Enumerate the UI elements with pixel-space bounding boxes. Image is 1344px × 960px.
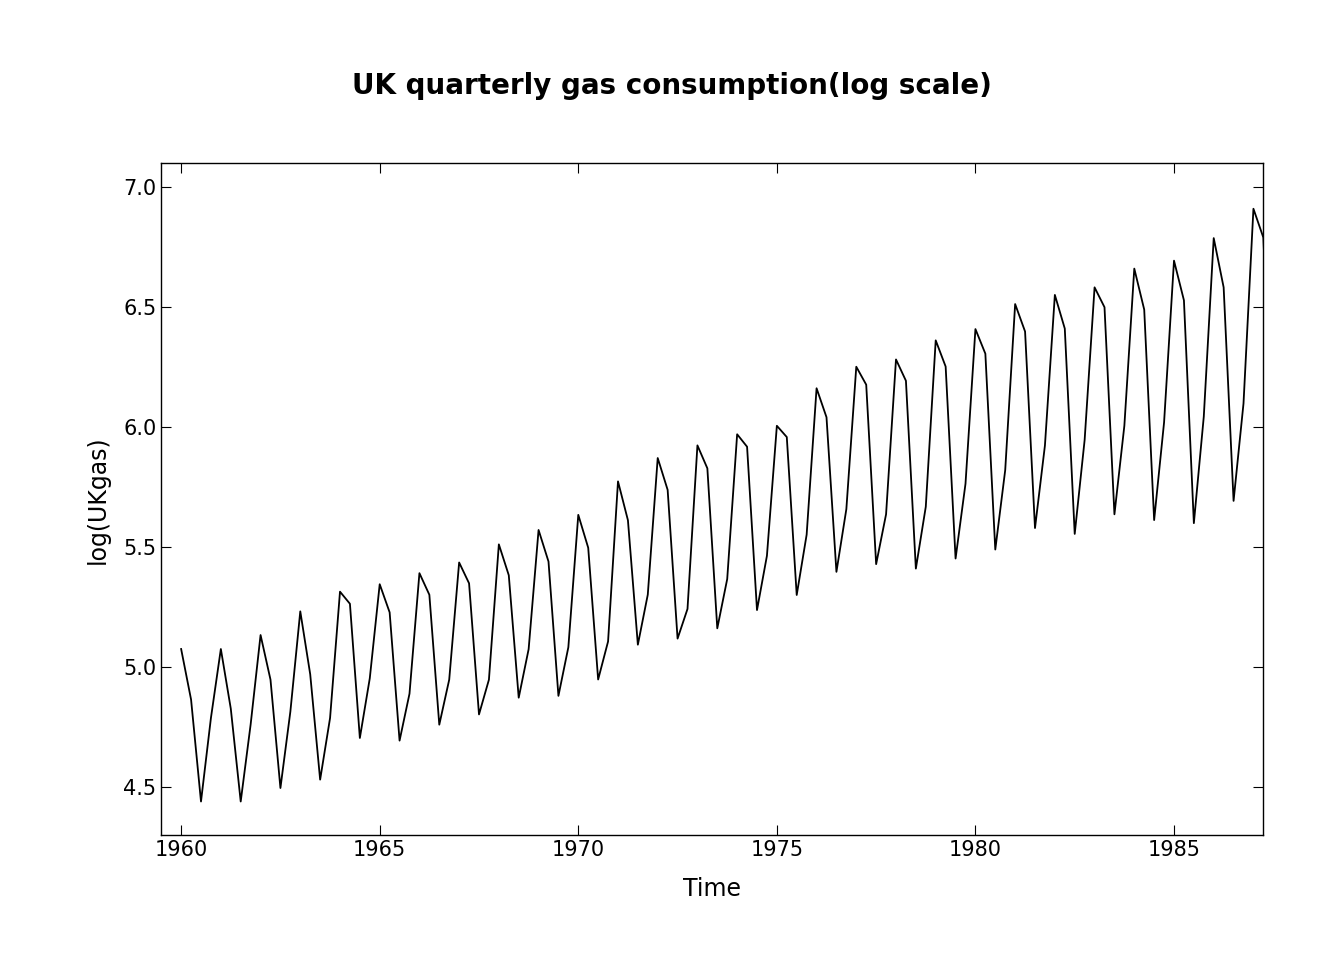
Y-axis label: log(UKgas): log(UKgas): [85, 435, 109, 564]
X-axis label: Time: Time: [683, 876, 742, 900]
Text: UK quarterly gas consumption(log scale): UK quarterly gas consumption(log scale): [352, 72, 992, 101]
